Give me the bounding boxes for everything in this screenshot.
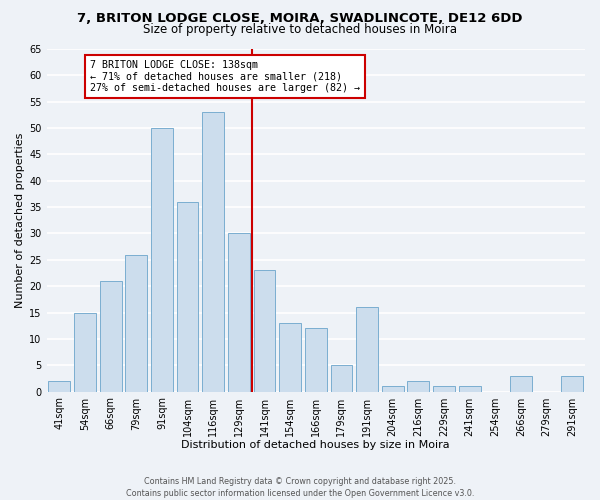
Bar <box>382 386 404 392</box>
Text: 7 BRITON LODGE CLOSE: 138sqm
← 71% of detached houses are smaller (218)
27% of s: 7 BRITON LODGE CLOSE: 138sqm ← 71% of de… <box>90 60 360 92</box>
Bar <box>433 386 455 392</box>
Bar <box>228 234 250 392</box>
Bar <box>459 386 481 392</box>
Bar <box>279 323 301 392</box>
Bar <box>202 112 224 392</box>
Bar <box>331 365 352 392</box>
X-axis label: Distribution of detached houses by size in Moira: Distribution of detached houses by size … <box>181 440 450 450</box>
Bar <box>151 128 173 392</box>
Bar <box>407 381 429 392</box>
Bar <box>510 376 532 392</box>
Text: Size of property relative to detached houses in Moira: Size of property relative to detached ho… <box>143 22 457 36</box>
Bar <box>74 312 96 392</box>
Text: 7, BRITON LODGE CLOSE, MOIRA, SWADLINCOTE, DE12 6DD: 7, BRITON LODGE CLOSE, MOIRA, SWADLINCOT… <box>77 12 523 26</box>
Text: Contains HM Land Registry data © Crown copyright and database right 2025.
Contai: Contains HM Land Registry data © Crown c… <box>126 476 474 498</box>
Bar <box>305 328 326 392</box>
Bar <box>176 202 199 392</box>
Bar <box>125 254 147 392</box>
Bar <box>561 376 583 392</box>
Bar <box>49 381 70 392</box>
Bar <box>356 308 378 392</box>
Bar <box>100 281 122 392</box>
Bar <box>254 270 275 392</box>
Y-axis label: Number of detached properties: Number of detached properties <box>15 132 25 308</box>
